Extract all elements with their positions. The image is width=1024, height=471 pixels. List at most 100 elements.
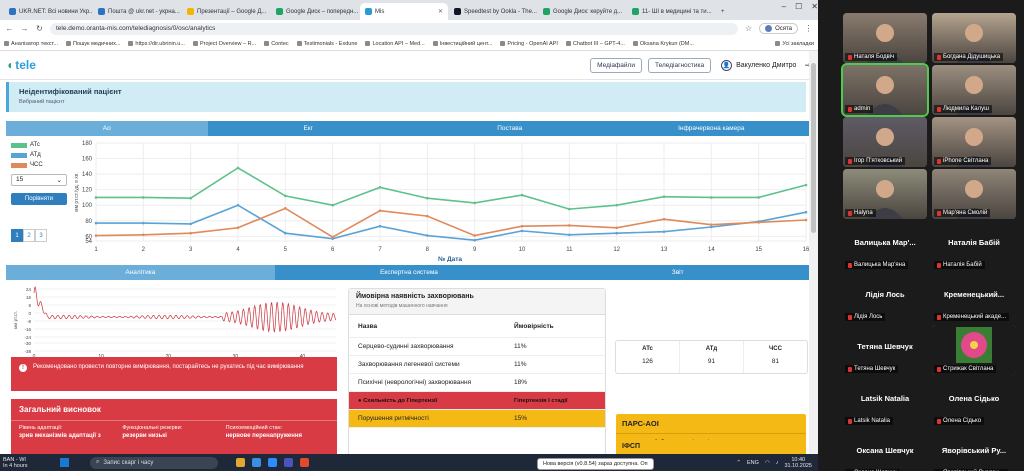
chevron-down-icon: ⌄ [56,177,62,184]
language-indicator[interactable]: ENG [746,459,759,466]
data-point [710,196,713,199]
taskbar-search[interactable]: ⌕ Запис скарг і часу [90,456,218,469]
participant-tile[interactable]: Halyna [843,169,927,219]
period-select[interactable]: 15 ⌄ [11,174,67,186]
measurement-tab[interactable]: Ао [6,121,208,136]
browser-tab[interactable]: Google Диск: керуйте д...✕ [538,3,626,20]
participant-tile[interactable]: Яворівський Ру...Яворівський Руслан ... [932,429,1016,471]
url-field[interactable]: tele.demo.oranta-mis.com/telediagnosis/0… [50,22,739,35]
star-icon[interactable]: ☆ [744,24,753,33]
legend-item[interactable]: АТс [11,142,71,148]
compare-button[interactable]: Порівняти [11,193,67,205]
participant-tile[interactable]: Наталія Бабій Наталія Бабій [932,221,1016,271]
close-tab-icon[interactable]: ✕ [625,8,626,15]
office-icon[interactable] [300,458,309,467]
participant-tile[interactable]: iPhone Світлана [932,117,1016,167]
browser-tab[interactable]: UKR.NET: Всі новини Укр...✕ [4,3,92,20]
bookmark-item[interactable]: https://dir.ubrinin.u... [128,41,185,47]
forward-icon[interactable]: → [20,24,29,33]
participant-tile[interactable]: Наталя Бодвіч [843,13,927,63]
back-icon[interactable]: ← [5,24,14,33]
participant-tile[interactable]: Latsik Natalia Latsik Natalia [843,377,927,427]
browser-tab[interactable]: Пошта @ ukr.net - укрна...✕ [93,3,181,20]
browser-tab[interactable]: 11- ШІ в медицині та ти... ✕ [627,3,715,20]
reload-icon[interactable]: ↻ [36,24,43,33]
bookmark-item[interactable]: Testimonials - Exdune [296,41,357,47]
logout-icon[interactable]: ⇥ [804,60,812,71]
measurement-tab[interactable]: Постава [497,125,523,132]
analysis-tab[interactable]: Звіт [671,269,684,276]
analysis-tab[interactable]: Аналітика [6,265,275,280]
bookmark-item[interactable]: Location API – Med... [365,41,425,47]
bookmark-item[interactable]: Project Overview – R... [192,41,256,47]
mediafiles-button[interactable]: Медіафайли [590,57,642,73]
bookmark-item[interactable]: Аналізатор текст... [4,41,58,47]
browser-tab[interactable]: Google Диск – попередн... ✕ [271,3,359,20]
participant-tile[interactable]: Стрижак Світлана [932,325,1016,375]
measurement-tab[interactable]: Інфрачервона камера [678,125,745,132]
page-button[interactable]: 1 [11,229,23,242]
chevron-up-icon[interactable]: ⌃ [736,459,741,466]
data-point [804,210,808,214]
file-explorer-icon[interactable] [236,458,245,467]
participant-tile[interactable]: Ігор П'ятковський [843,117,927,167]
legend-item[interactable]: АТд [11,152,71,158]
bookmark-item[interactable]: Contec [264,41,289,47]
close-window-icon[interactable]: ✕ [811,2,818,11]
vital-cell: АТс 126 [616,341,680,373]
scrollbar-thumb[interactable] [811,63,816,233]
browser-tab[interactable]: Speedtest by Ookla - The...✕ [449,3,537,20]
participant-tile[interactable]: admin [841,63,929,117]
y-axis-label: мм рт.ст./уд. в хв. [74,172,80,212]
update-notification[interactable]: Нова версія (v0.8.54) зараз доступна. Оп [537,458,654,470]
participant-tile[interactable]: Лідія Лось Лідія Лось [843,273,927,323]
bookmark-item[interactable]: Oksana Krykun (DM... [632,41,694,47]
wifi-icon[interactable]: ◠ [764,459,770,466]
page-button[interactable]: 2 [23,229,35,242]
participant-tile[interactable]: Кременецький... Кременецький акаде... [932,273,1016,323]
minimize-icon[interactable]: – [781,2,787,11]
participant-tile[interactable]: Тетяна Шевчук Тетяна Шевчук [843,325,927,375]
bookmark-item[interactable]: Інвестиційний цент... [432,41,492,47]
clock[interactable]: 10:40 31.10.2025 [784,457,812,469]
bookmark-item[interactable]: Усі закладки [775,41,814,47]
menu-icon[interactable]: ⋮ [804,24,813,33]
scrollbar[interactable] [809,51,818,454]
participant-tile[interactable]: Богдана Дідушицька [932,13,1016,63]
windows-start-icon[interactable] [60,458,69,467]
measurement-tab[interactable]: Екг [303,125,314,132]
vital-value: 126 [642,358,653,365]
close-tab-icon[interactable]: ✕ [269,8,270,15]
app-logo[interactable]: ◖ tele [6,58,36,72]
bookmark-item[interactable]: Chatbot III – GPT-4... [565,41,625,47]
patient-banner[interactable]: Неідентифікований пацієнт Вибраний паціє… [6,82,806,112]
close-tab-icon[interactable]: ✕ [437,9,443,15]
analysis-tab[interactable]: Експертна система [380,269,438,276]
page-button[interactable]: 3 [35,229,47,242]
user-menu[interactable]: 👤 Вакуленко Дмитро ⇥ [721,59,812,71]
zoom-icon[interactable] [268,458,277,467]
probability-row: Серцево-судинні захворювання 11% [349,338,605,356]
data-point [142,221,145,225]
participant-tile[interactable]: Олена Сідько Олена Сідько [932,377,1016,427]
profile-button[interactable]: Осята [759,23,798,34]
participant-tile[interactable]: Мар'яна Смолій [932,169,1016,219]
teams-icon[interactable] [284,458,293,467]
browser-tab[interactable]: Mis ✕ [360,3,448,20]
address-bar-row: ← → ↻ tele.demo.oranta-mis.com/telediagn… [0,20,818,37]
telediagnostics-button[interactable]: Теледіагностика [647,57,712,73]
weather-widget[interactable]: BAN - WI In 4 hours [0,457,60,469]
bookmark-item[interactable]: Пошук медичних... [66,41,120,47]
y-tick-label: -8 [27,319,31,324]
vital-value: 91 [707,358,716,365]
participant-tile[interactable]: Валицька Мар'... Валицька Мар'яна [843,221,927,271]
new-tab-icon[interactable]: + [721,8,725,15]
maximize-icon[interactable]: ☐ [795,2,803,11]
legend-item[interactable]: ЧСС [11,162,71,168]
participant-tile[interactable]: Людмила Калуш [932,65,1016,115]
volume-icon[interactable]: ♪ [775,459,779,466]
chrome-icon[interactable] [252,458,261,467]
browser-tab[interactable]: Презентації – Google Д...✕ [182,3,270,20]
bookmark-item[interactable]: Pricing - OpenAI API [500,41,558,47]
participant-tile[interactable]: Оксана ШевчукОксана Шевчук [843,429,927,471]
